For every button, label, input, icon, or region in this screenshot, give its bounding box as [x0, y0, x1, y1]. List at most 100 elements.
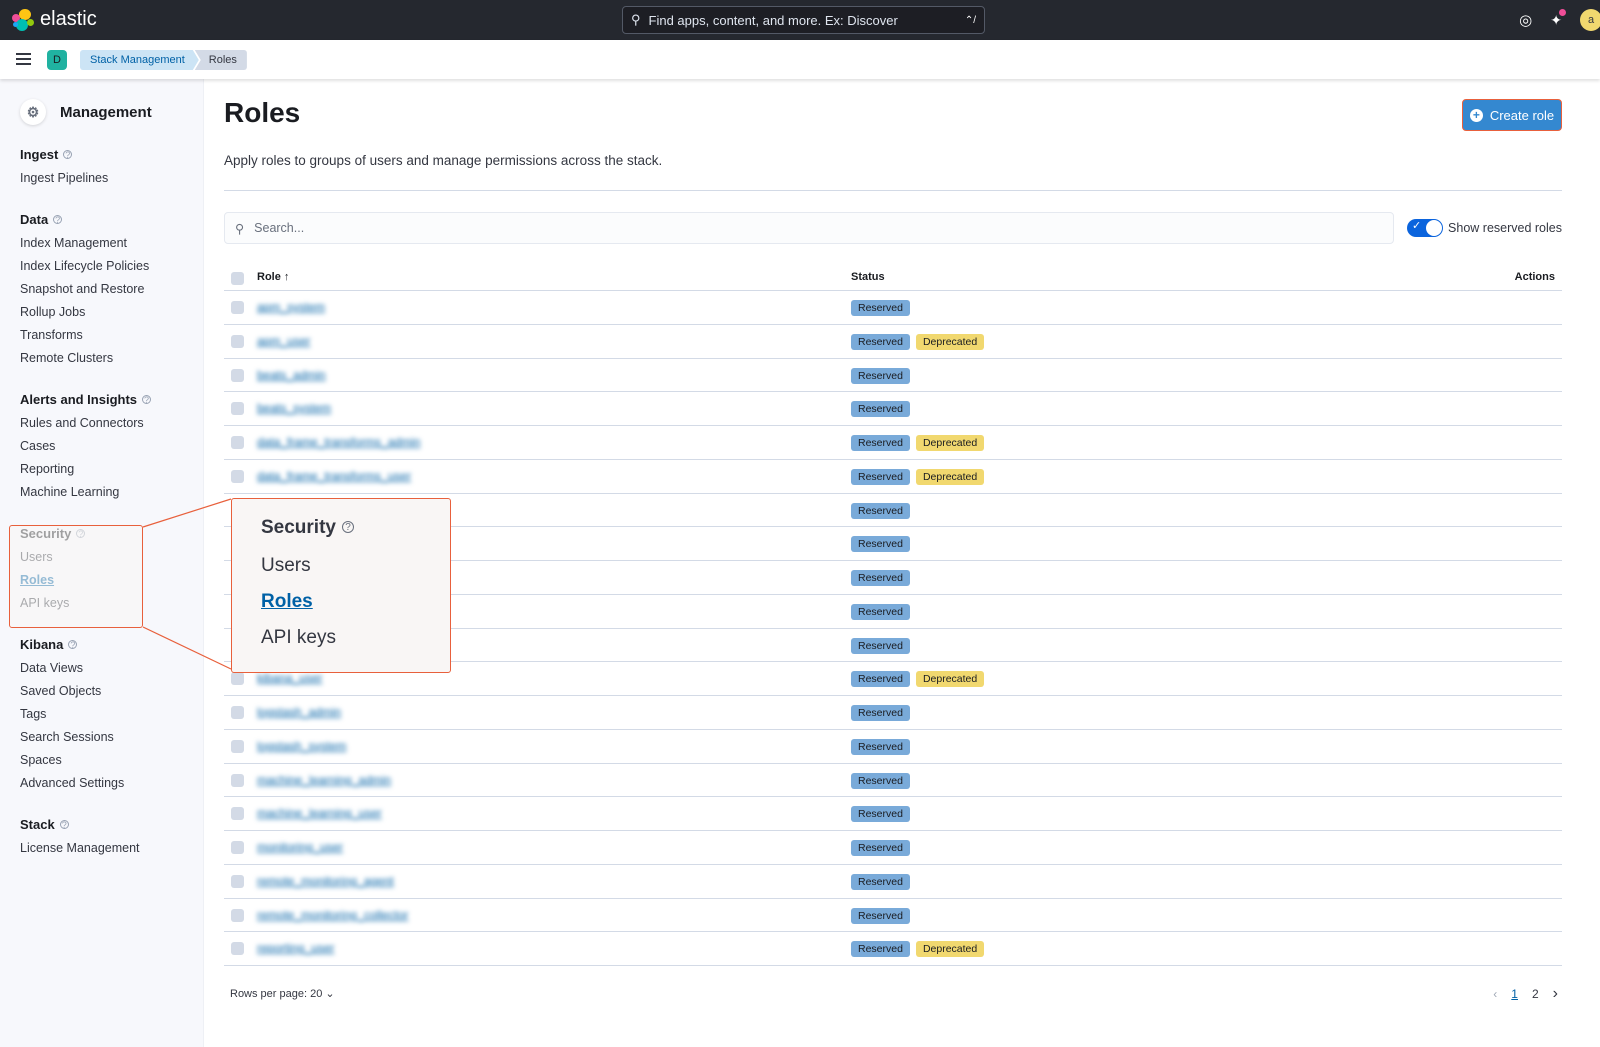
role-name-link[interactable]: apm_user [257, 333, 311, 348]
role-name-link[interactable]: data_frame_transforms_admin [257, 435, 421, 449]
role-name-link[interactable]: logstash_system [257, 738, 347, 753]
sidebar-item-reporting[interactable]: Reporting [20, 462, 75, 476]
page-2-button[interactable]: 2 [1531, 987, 1539, 1001]
callout-item-api-keys[interactable]: API keys [261, 627, 336, 648]
security-zoom-callout: Security? Users Roles API keys [231, 498, 451, 673]
global-search-input[interactable]: ⚲ Find apps, content, and more. Ex: Disc… [622, 6, 985, 34]
elastic-logo[interactable]: elastic [12, 8, 97, 31]
page-title: Roles [224, 97, 301, 128]
row-checkbox[interactable] [231, 469, 244, 483]
table-row: beats_system Reserved [224, 392, 1562, 426]
callout-item-users[interactable]: Users [261, 555, 311, 576]
reserved-badge: Reserved [851, 671, 910, 688]
space-avatar[interactable]: D [47, 50, 67, 70]
next-page-button[interactable]: › [1552, 985, 1558, 1002]
sidebar-item-cases[interactable]: Cases [20, 439, 56, 453]
role-name-link[interactable]: machine_learning_user [257, 806, 382, 821]
sidebar-item-remote-clusters[interactable]: Remote Clusters [20, 351, 114, 365]
divider [224, 190, 1562, 191]
role-name-link[interactable]: remote_monitoring_agent [257, 873, 394, 888]
sidebar-item-machine-learning[interactable]: Machine Learning [20, 485, 120, 499]
table-row: apm_user Reserved Deprecated [224, 325, 1562, 359]
sidebar-group-heading: Ingest? [20, 147, 73, 162]
sidebar-item-transforms[interactable]: Transforms [20, 328, 83, 342]
role-name-link[interactable]: monitoring_user [257, 840, 344, 854]
sidebar-item-rules-and-connectors[interactable]: Rules and Connectors [20, 416, 144, 430]
table-row: beats_admin Reserved [224, 359, 1562, 393]
role-name-link[interactable]: beats_system [257, 401, 332, 416]
table-header: Role ↑ Status Actions [224, 265, 1562, 291]
sidebar-item-api-keys[interactable]: API keys [20, 596, 70, 610]
sidebar-item-license-management[interactable]: License Management [20, 841, 140, 855]
table-row: logstash_system Reserved [224, 730, 1562, 764]
sidebar-item-search-sessions[interactable]: Search Sessions [20, 730, 114, 744]
row-checkbox[interactable] [231, 739, 244, 753]
role-name-link[interactable]: logstash_admin [257, 705, 342, 719]
row-checkbox[interactable] [231, 402, 244, 416]
role-name-link[interactable]: beats_admin [257, 367, 326, 382]
sidebar-item-spaces[interactable]: Spaces [20, 753, 62, 767]
row-checkbox[interactable] [231, 874, 244, 888]
menu-icon[interactable] [16, 53, 31, 65]
global-search-placeholder: Find apps, content, and more. Ex: Discov… [648, 12, 898, 28]
page-1-button[interactable]: 1 [1511, 987, 1518, 1001]
row-checkbox[interactable] [231, 368, 244, 382]
row-checkbox[interactable] [231, 672, 244, 686]
help-icon[interactable]: ◎ [1519, 12, 1533, 29]
sidebar-item-rollup-jobs[interactable]: Rollup Jobs [20, 305, 86, 319]
row-checkbox[interactable] [231, 301, 244, 314]
sidebar-group-heading: Alerts and Insights? [20, 392, 152, 407]
search-input[interactable]: ⚲ Search... [224, 212, 1394, 244]
row-checkbox[interactable] [231, 908, 244, 922]
info-icon: ? [59, 820, 69, 830]
sidebar-item-index-management[interactable]: Index Management [20, 236, 128, 250]
table-row: reporting_user Reserved Deprecated [224, 932, 1562, 966]
reserved-badge: Reserved [851, 941, 910, 958]
sidebar-item-saved-objects[interactable]: Saved Objects [20, 684, 102, 698]
role-name-link[interactable]: kibana_user [257, 671, 323, 686]
row-checkbox[interactable] [231, 334, 244, 348]
row-checkbox[interactable] [231, 773, 244, 787]
news-feed-icon[interactable]: ✦ [1550, 8, 1566, 29]
create-role-button[interactable]: + Create role [1462, 99, 1562, 131]
select-all-checkbox[interactable] [231, 272, 244, 285]
create-role-label: Create role [1489, 107, 1555, 123]
rows-per-page-select[interactable]: Rows per page: 20 ⌄ [230, 988, 335, 1000]
search-icon: ⚲ [235, 221, 245, 236]
table-row: data_frame_transforms_admin Reserved Depre… [224, 426, 1562, 460]
sidebar-item-index-lifecycle-policies[interactable]: Index Lifecycle Policies [20, 259, 150, 273]
reserved-badge: Reserved [851, 603, 910, 620]
sidebar-group-security: Security? Users Roles API keys [20, 522, 200, 615]
row-checkbox[interactable] [231, 841, 244, 854]
role-name-link[interactable]: remote_monitoring_collector [257, 907, 409, 922]
sidebar-item-users[interactable]: Users [20, 550, 53, 564]
sidebar-item-roles[interactable]: Roles [20, 573, 55, 587]
row-checkbox[interactable] [231, 807, 244, 821]
plus-circle-icon: + [1469, 108, 1483, 122]
info-icon: ? [142, 395, 152, 405]
column-header-role[interactable]: Role ↑ [257, 271, 290, 283]
search-placeholder: Search... [254, 221, 305, 235]
role-name-link[interactable]: data_frame_transforms_user [257, 468, 412, 483]
row-checkbox[interactable] [231, 436, 244, 449]
callout-item-roles[interactable]: Roles [261, 591, 313, 612]
sidebar-item-snapshot-and-restore[interactable]: Snapshot and Restore [20, 282, 145, 296]
sidebar-item-data-views[interactable]: Data Views [20, 661, 83, 675]
row-checkbox[interactable] [231, 706, 244, 719]
role-name-link[interactable]: apm_system [257, 300, 326, 314]
show-reserved-roles-toggle[interactable]: ✓ [1407, 219, 1443, 237]
info-icon: ? [341, 521, 354, 533]
table-row: logstash_admin Reserved [224, 696, 1562, 730]
page-description: Apply roles to groups of users and manag… [224, 153, 663, 168]
user-avatar[interactable]: a [1580, 9, 1600, 31]
sidebar-group-stack: Stack? License Management [20, 813, 200, 860]
previous-page-button[interactable]: ‹ [1493, 987, 1498, 1001]
sidebar-item-tags[interactable]: Tags [20, 707, 47, 721]
breadcrumb-stack-management[interactable]: Stack Management [80, 50, 199, 70]
reserved-badge: Reserved [851, 772, 910, 789]
role-name-link[interactable]: machine_learning_admin [257, 772, 392, 787]
row-checkbox[interactable] [231, 942, 244, 956]
sidebar-item-ingest-pipelines[interactable]: Ingest Pipelines [20, 171, 109, 185]
role-name-link[interactable]: reporting_user [257, 941, 335, 956]
sidebar-item-advanced-settings[interactable]: Advanced Settings [20, 776, 125, 790]
